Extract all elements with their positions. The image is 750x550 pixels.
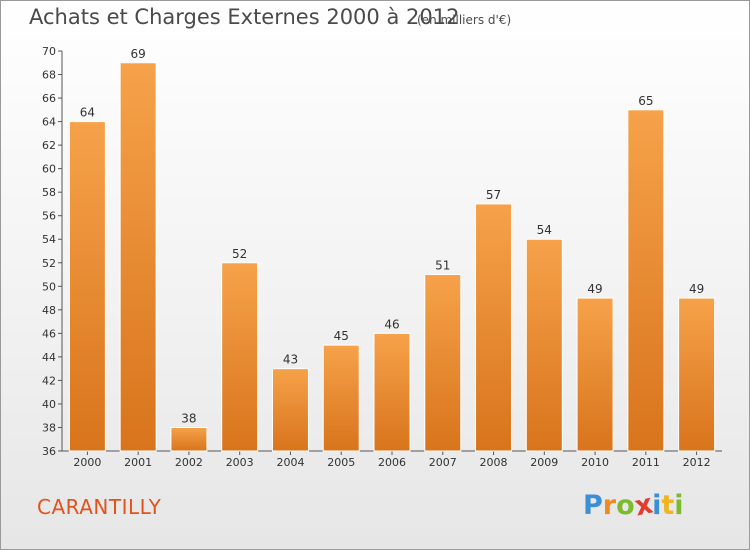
bar-2010 <box>576 297 614 452</box>
bar-2004 <box>271 368 309 452</box>
y-tick-label: 52 <box>42 257 56 270</box>
value-label-2011: 65 <box>638 94 653 108</box>
value-label-2007: 51 <box>435 259 450 273</box>
logo-letter: i <box>674 490 684 521</box>
bar-2006 <box>373 332 411 452</box>
y-tick-label: 70 <box>42 45 56 58</box>
x-tick-label: 2012 <box>683 456 711 469</box>
x-tick-label: 2010 <box>581 456 609 469</box>
y-tick-label: 68 <box>42 69 56 82</box>
y-tick-label: 40 <box>42 398 56 411</box>
bar-2012 <box>678 297 716 452</box>
commune-name: CARANTILLY <box>37 495 162 519</box>
y-tick-label: 38 <box>42 421 56 434</box>
x-tick-label: 2001 <box>124 456 152 469</box>
x-tick-label: 2009 <box>530 456 558 469</box>
bar-2005 <box>322 344 360 452</box>
bar-2009 <box>525 238 563 452</box>
x-tick-label: 2004 <box>276 456 304 469</box>
y-tick-label: 46 <box>42 327 56 340</box>
value-label-2010: 49 <box>587 282 602 296</box>
value-label-2003: 52 <box>232 247 247 261</box>
bar-2000 <box>68 121 106 452</box>
value-label-2005: 45 <box>334 329 349 343</box>
logo-letter: P <box>583 490 603 521</box>
logo-letter: o <box>616 490 635 521</box>
y-tick-label: 50 <box>42 280 56 293</box>
value-label-2009: 54 <box>537 223 552 237</box>
value-label-2012: 49 <box>689 282 704 296</box>
x-tick-label: 2003 <box>226 456 254 469</box>
logo-letter: i <box>652 490 662 521</box>
y-tick-label: 64 <box>42 116 56 129</box>
y-tick-label: 42 <box>42 374 56 387</box>
bar-2003 <box>221 262 259 452</box>
x-tick-label: 2000 <box>73 456 101 469</box>
y-tick-label: 36 <box>42 445 56 458</box>
y-tick-label: 48 <box>42 304 56 317</box>
x-tick-label: 2007 <box>429 456 457 469</box>
x-tick-label: 2002 <box>175 456 203 469</box>
logo-letter: r <box>602 490 617 521</box>
y-tick-label: 60 <box>42 163 56 176</box>
x-tick-label: 2006 <box>378 456 406 469</box>
y-tick-label: 56 <box>42 210 56 223</box>
value-label-2002: 38 <box>181 411 196 425</box>
chart-subtitle: (en milliers d'€) <box>417 13 512 27</box>
y-tick-label: 54 <box>42 233 56 246</box>
chart-title: Achats et Charges Externes 2000 à 2012 <box>29 5 460 29</box>
value-label-2006: 46 <box>384 317 399 331</box>
y-tick-label: 66 <box>42 92 56 105</box>
value-label-2001: 69 <box>131 47 146 61</box>
x-tick-label: 2008 <box>480 456 508 469</box>
logo-letter: t <box>661 490 675 521</box>
bar-2008 <box>475 203 513 452</box>
proxiti-logo: Proxiti <box>583 489 684 523</box>
bar-2007 <box>424 274 462 452</box>
y-tick-label: 44 <box>42 351 56 364</box>
value-label-2004: 43 <box>283 353 298 367</box>
bar-2002 <box>170 426 208 452</box>
value-label-2008: 57 <box>486 188 501 202</box>
y-tick-label: 58 <box>42 186 56 199</box>
x-tick-label: 2011 <box>632 456 660 469</box>
bar-2011 <box>627 109 665 452</box>
x-tick-label: 2005 <box>327 456 355 469</box>
value-label-2000: 64 <box>80 106 95 120</box>
y-tick-label: 62 <box>42 139 56 152</box>
bar-2001 <box>119 62 157 452</box>
